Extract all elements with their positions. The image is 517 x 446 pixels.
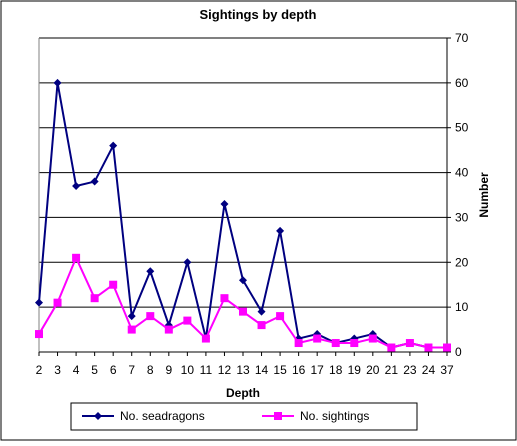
data-point-diamond	[183, 258, 192, 267]
data-point-square	[239, 307, 247, 316]
y-tick-label: 60	[455, 76, 469, 90]
x-tick-label: 9	[165, 363, 172, 377]
legend-label-seadragons: No. seadragons	[120, 409, 205, 423]
data-point-diamond	[90, 177, 99, 186]
x-tick-label: 13	[236, 363, 250, 377]
data-point-diamond	[146, 267, 155, 276]
data-point-diamond	[276, 226, 285, 235]
x-tick-label: 7	[128, 363, 135, 377]
data-point-diamond	[257, 307, 266, 316]
data-point-square	[257, 321, 266, 330]
legend: No. seadragons No. sightings	[70, 402, 418, 431]
x-tick-label: 4	[73, 363, 80, 377]
x-tick-label: 5	[91, 363, 98, 377]
y-tick-label: 30	[455, 210, 469, 224]
x-tick-label: 8	[147, 363, 154, 377]
x-axis-label: Depth	[226, 386, 260, 400]
x-tick-label: 16	[292, 363, 306, 377]
x-tick-label: 21	[385, 363, 399, 377]
data-point-square	[368, 334, 377, 343]
x-tick-label: 37	[440, 363, 454, 377]
data-point-square	[313, 334, 322, 343]
y-tick-label: 10	[455, 300, 469, 314]
chart-title: Sightings by depth	[200, 7, 317, 22]
y-tick-label: 70	[455, 31, 469, 45]
y-tick-label: 20	[455, 255, 469, 269]
data-point-square	[350, 339, 359, 348]
legend-box	[70, 402, 418, 431]
x-tick-label: 14	[255, 363, 269, 377]
data-point-square	[220, 294, 229, 303]
x-tick-label: 15	[273, 363, 287, 377]
data-point-diamond	[127, 312, 136, 321]
x-tick-label: 6	[110, 363, 117, 377]
data-point-diamond	[53, 78, 62, 87]
data-point-square	[35, 330, 43, 339]
x-tick-label: 10	[181, 363, 195, 377]
data-point-square	[276, 312, 285, 321]
data-point-square	[164, 325, 173, 334]
legend-marker-diamond	[94, 412, 102, 420]
data-point-square	[405, 339, 414, 348]
data-point-square	[109, 280, 118, 289]
data-point-square	[53, 298, 62, 307]
data-point-square	[72, 253, 81, 262]
legend-marker-square	[274, 412, 282, 420]
x-tick-label: 24	[422, 363, 436, 377]
data-point-diamond	[72, 182, 81, 191]
data-point-square	[183, 316, 192, 325]
legend-item-sightings: No. sightings	[262, 409, 369, 423]
data-point-square	[146, 312, 155, 321]
y-axis-label: Number	[477, 172, 491, 218]
data-point-square	[424, 343, 433, 352]
y-tick-label: 50	[455, 121, 469, 135]
x-tick-label: 20	[366, 363, 380, 377]
x-tick-label: 2	[36, 363, 43, 377]
data-point-square	[443, 343, 451, 352]
plot-background	[39, 38, 447, 352]
y-tick-label: 40	[455, 166, 469, 180]
data-point-square	[90, 294, 99, 303]
legend-label-sightings: No. sightings	[300, 409, 369, 423]
legend-item-seadragons: No. seadragons	[82, 409, 205, 423]
x-tick-label: 19	[348, 363, 362, 377]
data-point-square	[387, 343, 396, 352]
data-point-diamond	[220, 199, 229, 208]
x-tick-label: 11	[200, 363, 213, 377]
x-tick-label: 23	[403, 363, 417, 377]
x-tick-label: 17	[311, 363, 325, 377]
data-point-square	[294, 339, 303, 348]
y-tick-label: 0	[455, 345, 462, 359]
data-point-square	[127, 325, 136, 334]
data-point-diamond	[109, 141, 118, 150]
data-point-square	[201, 334, 210, 343]
x-tick-label: 3	[54, 363, 61, 377]
x-tick-label: 12	[218, 363, 232, 377]
data-point-square	[331, 339, 340, 348]
x-tick-label: 18	[329, 363, 343, 377]
data-point-diamond	[239, 276, 247, 285]
data-point-diamond	[35, 298, 43, 307]
